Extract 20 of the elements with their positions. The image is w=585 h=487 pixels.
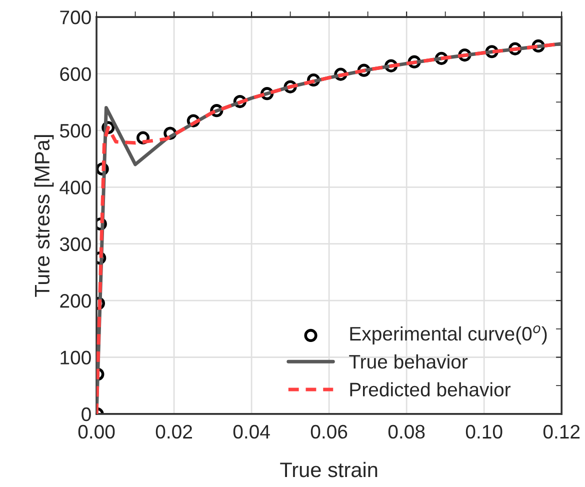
y-tick-label: 0 [82,407,91,422]
x-tick-label: 0.10 [466,424,502,439]
legend-label: Experimental curve(0$^{o}$) [350,325,547,344]
x-tick-label: 0.08 [388,424,425,439]
x-axis-title: True strain [280,462,378,478]
x-tick-label: 0.00 [78,424,115,439]
legend-label: Predicted behavior [350,382,510,396]
y-tick-label: 600 [60,67,91,81]
x-tick-label: 0.06 [310,424,348,439]
y-tick-label: 700 [60,10,91,24]
y-tick-label: 300 [60,237,91,252]
y-axis-title: Ture stress [MPa] [34,135,54,297]
legend-label: True behavior [349,354,468,369]
x-tick-label: 0.12 [543,424,580,439]
y-tick-label: 500 [60,124,91,138]
y-tick-label: 200 [60,294,91,308]
y-tick-label: 400 [60,180,91,194]
y-tick-label: 100 [60,350,91,364]
x-tick-label: 0.04 [233,424,270,439]
x-tick-label: 0.02 [156,424,192,439]
